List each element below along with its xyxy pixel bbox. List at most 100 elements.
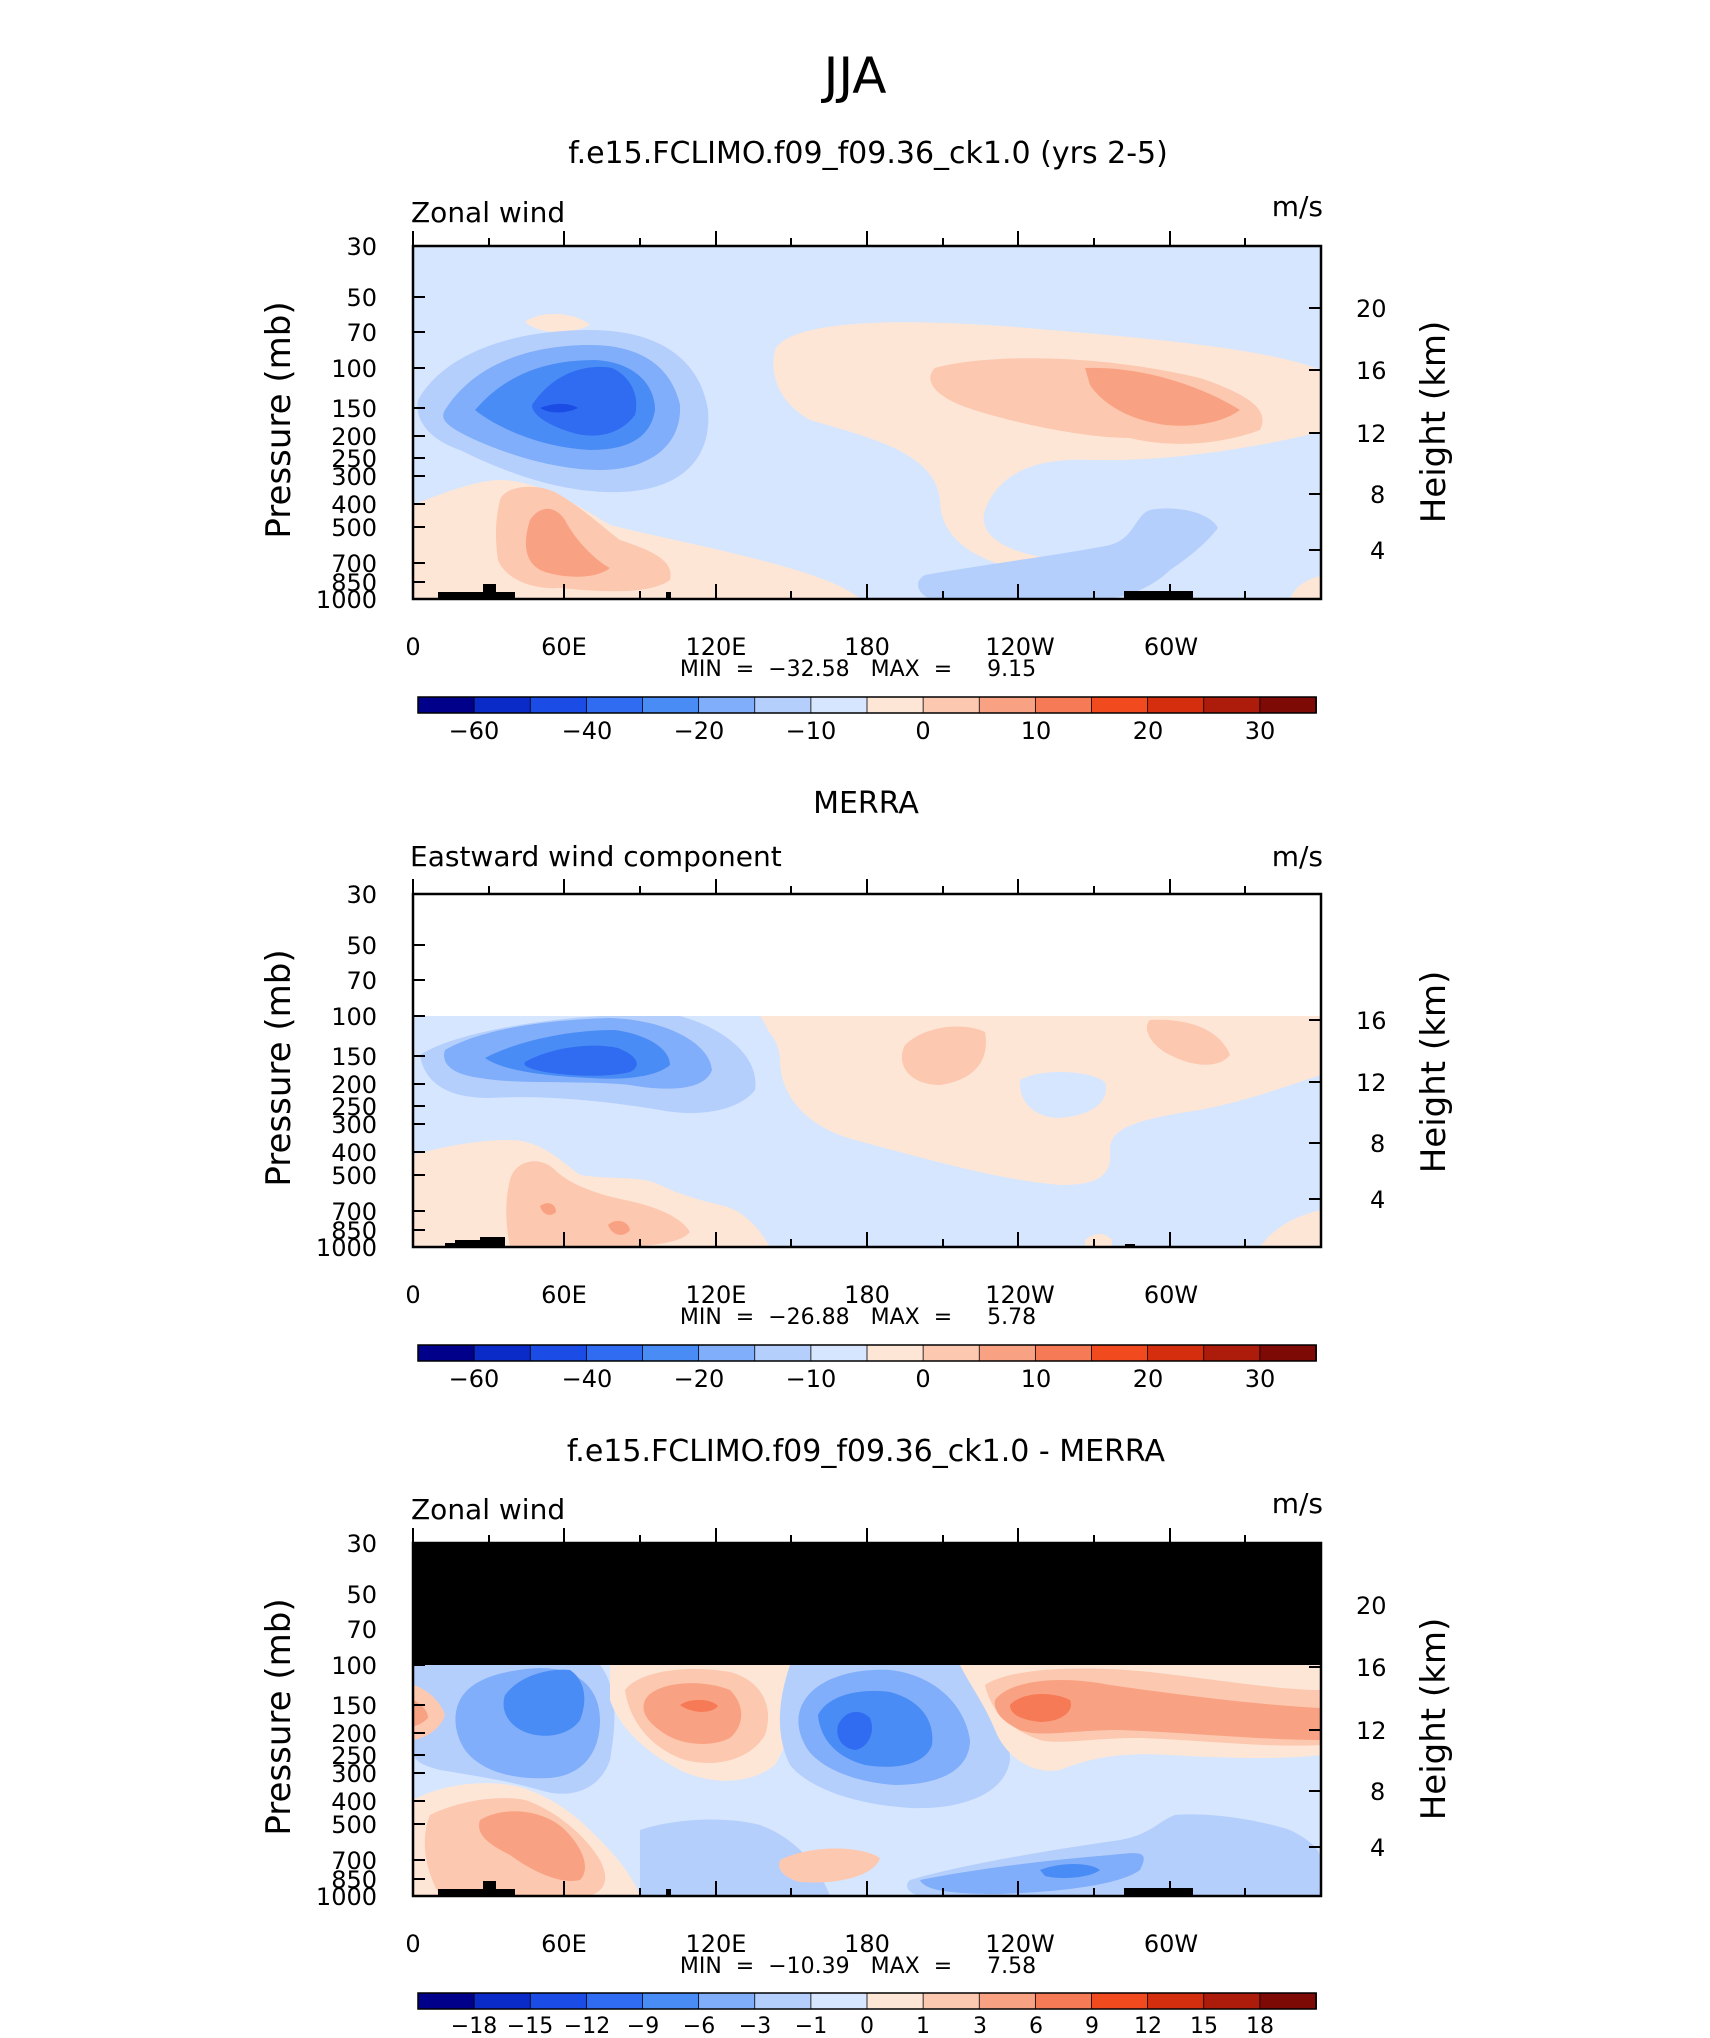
y-axis-left: 30 50 70 100 150 200 250 300 400 500 700…	[316, 233, 425, 614]
min-max-label: MIN = −26.88 MAX = 5.78	[680, 1305, 1036, 1330]
colorbar-cell	[417, 696, 476, 714]
y2-tick-label: 8	[1370, 481, 1385, 509]
panel-1: f.e15.FCLIMO.f09_f09.36_ck1.0 (yrs 2-5) …	[259, 136, 1454, 745]
y-tick-label: 300	[331, 463, 377, 491]
colorbar-cell	[698, 1344, 756, 1362]
y-axis-right: 20 16 12 8 4	[1309, 295, 1387, 565]
units-label: m/s	[1272, 840, 1323, 873]
colorbar-cell	[417, 1344, 476, 1362]
y-tick-label: 200	[331, 1720, 377, 1748]
y-tick-label: 300	[331, 1760, 377, 1788]
x-tick-label: 180	[844, 1281, 890, 1309]
colorbar-cell	[529, 1992, 588, 2010]
y2-tick-label: 8	[1370, 1130, 1385, 1158]
contour-region	[525, 314, 590, 333]
colorbar-cell	[698, 1992, 756, 2010]
variable-label: Eastward wind component	[410, 840, 782, 873]
y-tick-label: 850	[331, 1217, 377, 1245]
colorbar-cell	[922, 1992, 981, 2010]
y-tick-label: 1000	[316, 1883, 377, 1911]
colorbar-label: −60	[449, 717, 500, 745]
contour-region	[540, 403, 578, 413]
colorbar-label: −40	[562, 1365, 613, 1393]
colorbar-cell	[810, 1344, 868, 1362]
contour-field	[413, 1543, 1321, 1896]
contour-region	[540, 1203, 556, 1215]
colorbar-cell	[642, 1992, 700, 2010]
y-tick-label: 700	[331, 1198, 377, 1226]
x-tick-label: 60W	[1144, 1930, 1198, 1958]
contour-region	[920, 1853, 1144, 1894]
x-tick-label: 0	[405, 1281, 420, 1309]
y-axis-label: Pressure (mb)	[259, 949, 299, 1186]
colorbar-label: 6	[1029, 2014, 1043, 2038]
colorbar-cell	[585, 1344, 644, 1362]
colorbar-label: −10	[786, 717, 837, 745]
contour-field	[413, 894, 1321, 1247]
y-tick-label: 100	[331, 1003, 377, 1031]
colorbar-label: 20	[1133, 1365, 1164, 1393]
contour-field	[413, 246, 1321, 599]
y-tick-label: 250	[331, 1742, 377, 1770]
contour-region	[643, 1683, 742, 1744]
y-axis-left: 30 50 70 100 150 200 250 300 400 500 700…	[316, 881, 425, 1262]
colorbar-cell	[1034, 1992, 1093, 2010]
panel-title: MERRA	[813, 786, 919, 821]
y-tick-label: 500	[331, 1162, 377, 1190]
contour-region	[779, 1848, 880, 1883]
y-tick-label: 250	[331, 445, 377, 473]
topography	[438, 584, 515, 599]
contour-region	[413, 1700, 428, 1726]
topography	[666, 592, 671, 599]
page-title: JJA	[821, 47, 887, 105]
colorbar-cell	[922, 1344, 981, 1362]
x-tick-label: 0	[405, 633, 420, 661]
y-tick-label: 150	[331, 395, 377, 423]
contour-region	[1019, 1071, 1106, 1118]
y-tick-label: 200	[331, 1071, 377, 1099]
y2-axis-label: Height (km)	[1414, 1618, 1454, 1821]
colorbar-label: 1	[916, 2014, 930, 2038]
y2-tick-label: 12	[1356, 420, 1387, 448]
colorbar-cell	[1034, 1344, 1093, 1362]
y2-tick-label: 8	[1370, 1778, 1385, 1806]
x-tick-label: 120W	[985, 633, 1055, 661]
x-tick-label: 120W	[985, 1281, 1055, 1309]
colorbar-label: 18	[1246, 2014, 1274, 2038]
contour-region	[503, 1669, 585, 1736]
x-tick-label: 120E	[686, 1281, 747, 1309]
x-axis: 0 60E 120E 180 120W 60W	[405, 1528, 1246, 1958]
y-tick-label: 200	[331, 423, 377, 451]
y-tick-label: 100	[331, 355, 377, 383]
colorbar-cell	[642, 1344, 700, 1362]
units-label: m/s	[1272, 190, 1323, 223]
contour-region	[640, 1819, 830, 1896]
contour-region	[1040, 1864, 1100, 1878]
panel-title: f.e15.FCLIMO.f09_f09.36_ck1.0 (yrs 2-5)	[568, 136, 1168, 171]
contour-region	[994, 1680, 1321, 1740]
x-tick-label: 0	[405, 1930, 420, 1958]
contour-region	[1085, 1234, 1112, 1247]
variable-label: Zonal wind	[411, 196, 565, 229]
panel-3: f.e15.FCLIMO.f09_f09.36_ck1.0 - MERRA Zo…	[259, 1434, 1454, 2038]
x-tick-label: 60E	[541, 633, 587, 661]
y-tick-label: 70	[346, 967, 377, 995]
colorbar-label: 12	[1134, 2014, 1162, 2038]
y-tick-label: 400	[331, 1788, 377, 1816]
colorbar-label: 15	[1190, 2014, 1218, 2038]
contour-region	[1290, 576, 1321, 599]
topography	[666, 1889, 671, 1896]
colorbar-label: −9	[627, 2014, 659, 2038]
y-tick-label: 400	[331, 491, 377, 519]
y2-tick-label: 12	[1356, 1069, 1387, 1097]
x-tick-label: 60W	[1144, 1281, 1198, 1309]
colorbar-cell	[754, 1992, 812, 2010]
contour-region	[680, 1699, 718, 1712]
colorbar-cell	[698, 696, 756, 714]
y-tick-label: 1000	[316, 1234, 377, 1262]
colorbar-cell	[642, 696, 700, 714]
contour-region	[525, 508, 610, 577]
topography	[1124, 1888, 1193, 1896]
y-tick-label: 50	[346, 1581, 377, 1609]
